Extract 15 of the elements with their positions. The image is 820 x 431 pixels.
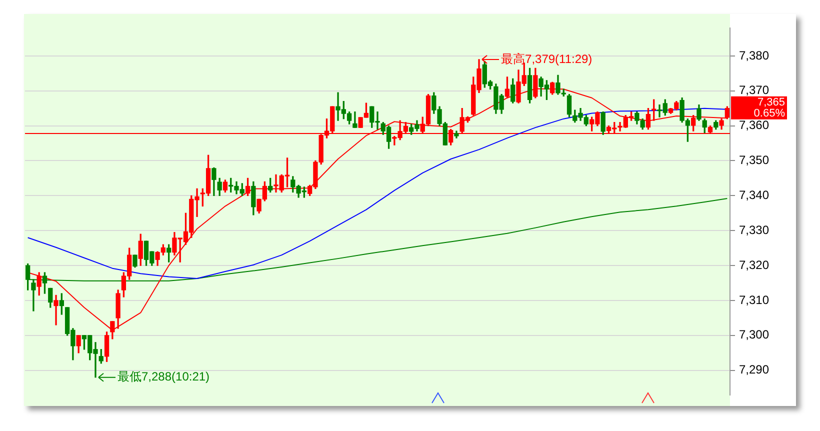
y-tick-label: 7,350 [739, 153, 770, 168]
text: 7,365 [757, 96, 785, 108]
candlestick [54, 294, 58, 326]
y-tick-label: 7,320 [739, 258, 770, 272]
y-tick-label: 7,330 [739, 222, 770, 237]
y-tick-label: 7,300 [739, 328, 770, 342]
y-tick-label: 7,340 [739, 188, 770, 202]
y-tick-label: 7,290 [739, 362, 770, 377]
y-tick-label: 7,310 [739, 292, 770, 307]
y-tick-label: 7,380 [739, 48, 770, 62]
y-tick-label: 7,360 [739, 118, 770, 132]
y-tick-label: 7,370 [739, 83, 770, 98]
text: 0.65% [754, 107, 786, 120]
annotation: 最低7,288(10:21) [118, 370, 210, 384]
annotation: 最高7,379(11:29) [501, 52, 592, 66]
